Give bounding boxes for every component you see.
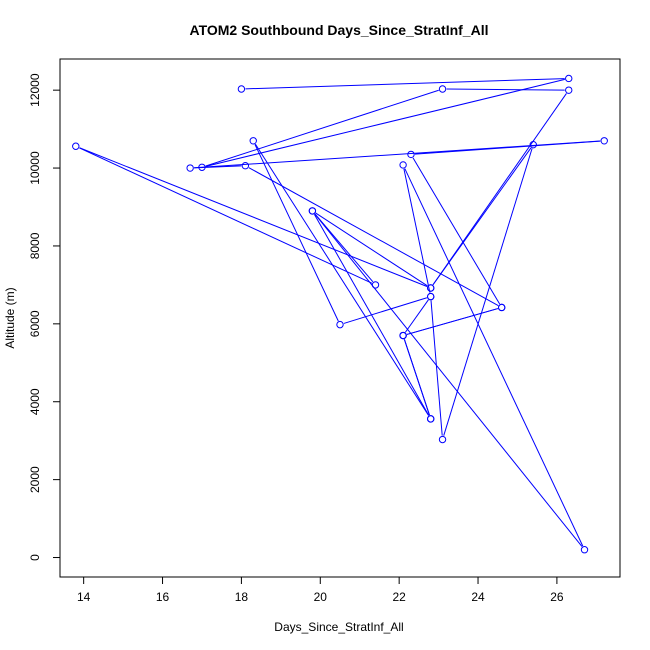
x-axis-label: Days_Since_StratInf_All <box>274 620 403 634</box>
x-axis: 14 16 18 20 22 24 26 <box>77 576 564 604</box>
data-point <box>249 137 257 145</box>
series-segment <box>79 147 428 287</box>
data-point <box>438 85 447 93</box>
data-point <box>580 546 589 554</box>
data-point <box>427 284 435 292</box>
y-tick-label: 4000 <box>28 388 42 415</box>
data-point <box>427 415 435 423</box>
series-segment <box>248 167 499 306</box>
data-point <box>600 137 608 145</box>
series-segment <box>194 140 601 169</box>
x-tick-label: 24 <box>471 590 485 604</box>
data-point <box>399 161 407 169</box>
series-segment <box>343 297 428 324</box>
series-segment <box>446 88 565 91</box>
y-tick-label: 0 <box>28 554 42 561</box>
data-point <box>565 74 573 83</box>
x-tick-label: 22 <box>392 590 406 604</box>
data-point <box>72 142 80 150</box>
series-segment <box>313 214 430 416</box>
series-segment <box>245 78 565 90</box>
data-point <box>529 140 537 149</box>
data-point <box>565 86 573 94</box>
x-tick-label: 16 <box>156 590 170 604</box>
chart-title: ATOM2 Southbound Days_Since_StratInf_All <box>190 22 489 38</box>
series-segment <box>314 213 583 547</box>
series-segment <box>432 93 567 286</box>
series-segment <box>404 168 584 547</box>
data-point <box>241 162 250 170</box>
data-point <box>308 207 317 215</box>
series-segment <box>79 147 373 284</box>
data-point <box>407 150 415 159</box>
series-layer <box>72 74 608 554</box>
series-segment <box>412 157 501 305</box>
series-segment <box>254 143 429 416</box>
series-segment <box>405 299 429 333</box>
series-segment <box>254 144 339 322</box>
series-segment <box>443 148 533 436</box>
y-tick-label: 6000 <box>28 310 42 337</box>
y-tick-label: 2000 <box>28 466 42 493</box>
series-segment <box>194 165 242 169</box>
data-point <box>186 164 194 172</box>
y-axis: 0 2000 4000 6000 8000 10000 12000 <box>28 73 61 561</box>
series-segment <box>403 168 431 293</box>
x-tick-label: 14 <box>77 590 91 604</box>
data-point <box>399 331 407 340</box>
data-point <box>237 85 246 93</box>
x-tick-label: 26 <box>550 590 564 604</box>
series-segment <box>205 89 439 167</box>
y-tick-label: 10000 <box>28 151 42 185</box>
data-point <box>427 292 435 301</box>
y-tick-label: 12000 <box>28 73 42 107</box>
data-point <box>336 320 344 329</box>
series-segment <box>315 212 428 287</box>
y-axis-label: Altitude (m) <box>3 287 17 348</box>
x-tick-label: 20 <box>314 590 328 604</box>
y-tick-label: 8000 <box>28 232 42 259</box>
series-segment <box>314 213 374 283</box>
data-point <box>198 163 206 171</box>
data-point <box>438 435 447 444</box>
data-point <box>371 281 380 289</box>
data-point <box>497 303 506 312</box>
series-segment <box>430 300 443 436</box>
series-segment <box>406 308 498 335</box>
series-segment <box>403 339 430 416</box>
x-tick-label: 18 <box>235 590 249 604</box>
series-segment <box>205 78 565 167</box>
